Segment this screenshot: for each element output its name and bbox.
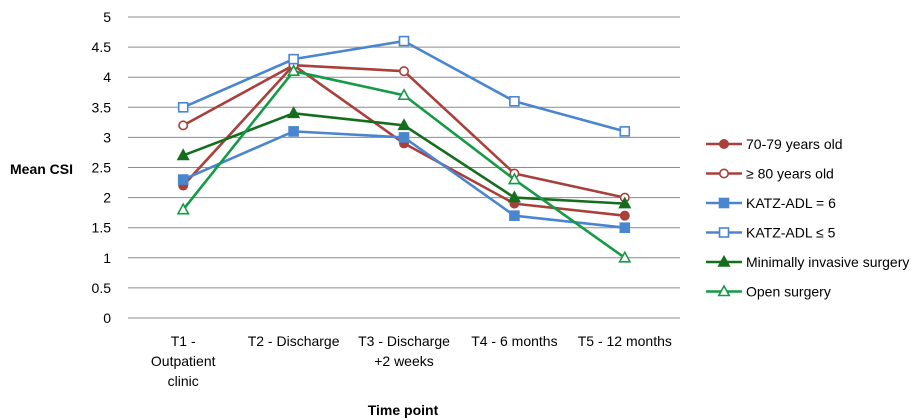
legend-label: KATZ-ADL ≤ 5: [746, 225, 836, 241]
data-point: [619, 222, 631, 233]
y-tick-label: 3: [103, 129, 111, 145]
x-tick-label-line: T1 -: [171, 333, 196, 349]
data-point: [619, 210, 630, 221]
data-point: [288, 53, 299, 65]
legend-label: 70-79 years old: [746, 136, 843, 152]
data-point: [618, 250, 632, 263]
data-point: [618, 196, 632, 209]
grid-lines: [128, 16, 680, 319]
x-tick-label: T4 - 6 months: [471, 333, 557, 349]
legend-marker: [717, 284, 731, 297]
data-point: [398, 35, 410, 47]
y-tick-label: 3.5: [92, 99, 112, 115]
x-tick-label-line: Outpatient: [151, 353, 216, 369]
data-point: [176, 202, 190, 215]
x-axis-ticks: T1 - Outpatient clinic T2 - Discharge T3 - D…: [151, 333, 672, 389]
legend-label: Open surgery: [746, 284, 831, 300]
x-tick-label-line: T3 - Discharge: [358, 333, 450, 349]
series-2: [177, 126, 631, 233]
series-5: [176, 64, 632, 263]
data-point: [398, 132, 410, 143]
legend-item: KATZ-ADL = 6: [706, 195, 836, 211]
legend-marker: [717, 254, 731, 267]
y-tick-label: 4.5: [92, 39, 112, 55]
data-point: [397, 118, 411, 131]
data-point: [619, 126, 631, 137]
legend-item: 70-79 years old: [706, 136, 843, 152]
legend-label: ≥ 80 years old: [746, 166, 834, 182]
data-point: [397, 88, 411, 101]
legend-item: Open surgery: [706, 284, 831, 300]
data-point: [398, 66, 409, 77]
y-tick-label: 0.5: [92, 280, 112, 296]
y-tick-label: 0: [103, 310, 111, 326]
x-tick-label-line: T2 - Discharge: [248, 333, 340, 349]
legend-label: KATZ-ADL = 6: [746, 195, 836, 211]
x-tick-label: T5 - 12 months: [578, 333, 672, 349]
series-group: [176, 35, 632, 263]
legend-item: Minimally invasive surgery: [706, 254, 909, 270]
legend-marker: [718, 139, 729, 150]
x-tick-label-line: +2 weeks: [374, 353, 434, 369]
y-tick-label: 2.5: [92, 160, 112, 176]
legend-marker: [718, 227, 730, 238]
y-tick-label: 4: [103, 69, 111, 85]
x-tick-label-line: T5 - 12 months: [578, 333, 672, 349]
y-tick-label: 1.5: [92, 220, 112, 236]
x-tick-label: T2 - Discharge: [248, 333, 340, 349]
y-tick-label: 2: [103, 190, 111, 206]
data-point: [507, 172, 521, 185]
data-point: [178, 120, 189, 131]
y-axis-ticks: 0 0.5 1 1.5 2 2.5 3 3.5 4 4.5 5: [92, 9, 112, 326]
x-tick-label-line: clinic: [168, 373, 199, 389]
data-point: [287, 106, 301, 119]
y-tick-label: 1: [103, 250, 111, 266]
data-point: [287, 64, 301, 76]
y-axis-title: Mean CSI: [10, 161, 73, 177]
x-tick-label-line: T4 - 6 months: [471, 333, 557, 349]
data-point: [507, 190, 521, 203]
series-line: [182, 39, 626, 133]
data-point: [177, 102, 189, 113]
legend-item: KATZ-ADL ≤ 5: [706, 225, 836, 241]
y-tick-label: 5: [103, 9, 111, 25]
series-3: [177, 35, 631, 137]
legend-marker: [718, 168, 729, 179]
legend-marker: [718, 197, 730, 209]
series-1: [178, 60, 630, 203]
data-point: [509, 210, 520, 221]
x-axis-title: Time point: [368, 402, 439, 418]
data-point: [288, 126, 299, 137]
series-4: [176, 106, 632, 209]
data-point: [176, 148, 190, 161]
x-tick-label: T3 - Discharge +2 weeks: [358, 333, 450, 369]
legend-label: Minimally invasive surgery: [746, 254, 909, 270]
legend: 70-79 years old ≥ 80 years old KATZ-ADL = …: [706, 136, 909, 300]
data-point: [177, 174, 189, 185]
data-point: [509, 95, 520, 107]
x-tick-label: T1 - Outpatient clinic: [151, 333, 216, 389]
legend-item: ≥ 80 years old: [706, 166, 834, 182]
